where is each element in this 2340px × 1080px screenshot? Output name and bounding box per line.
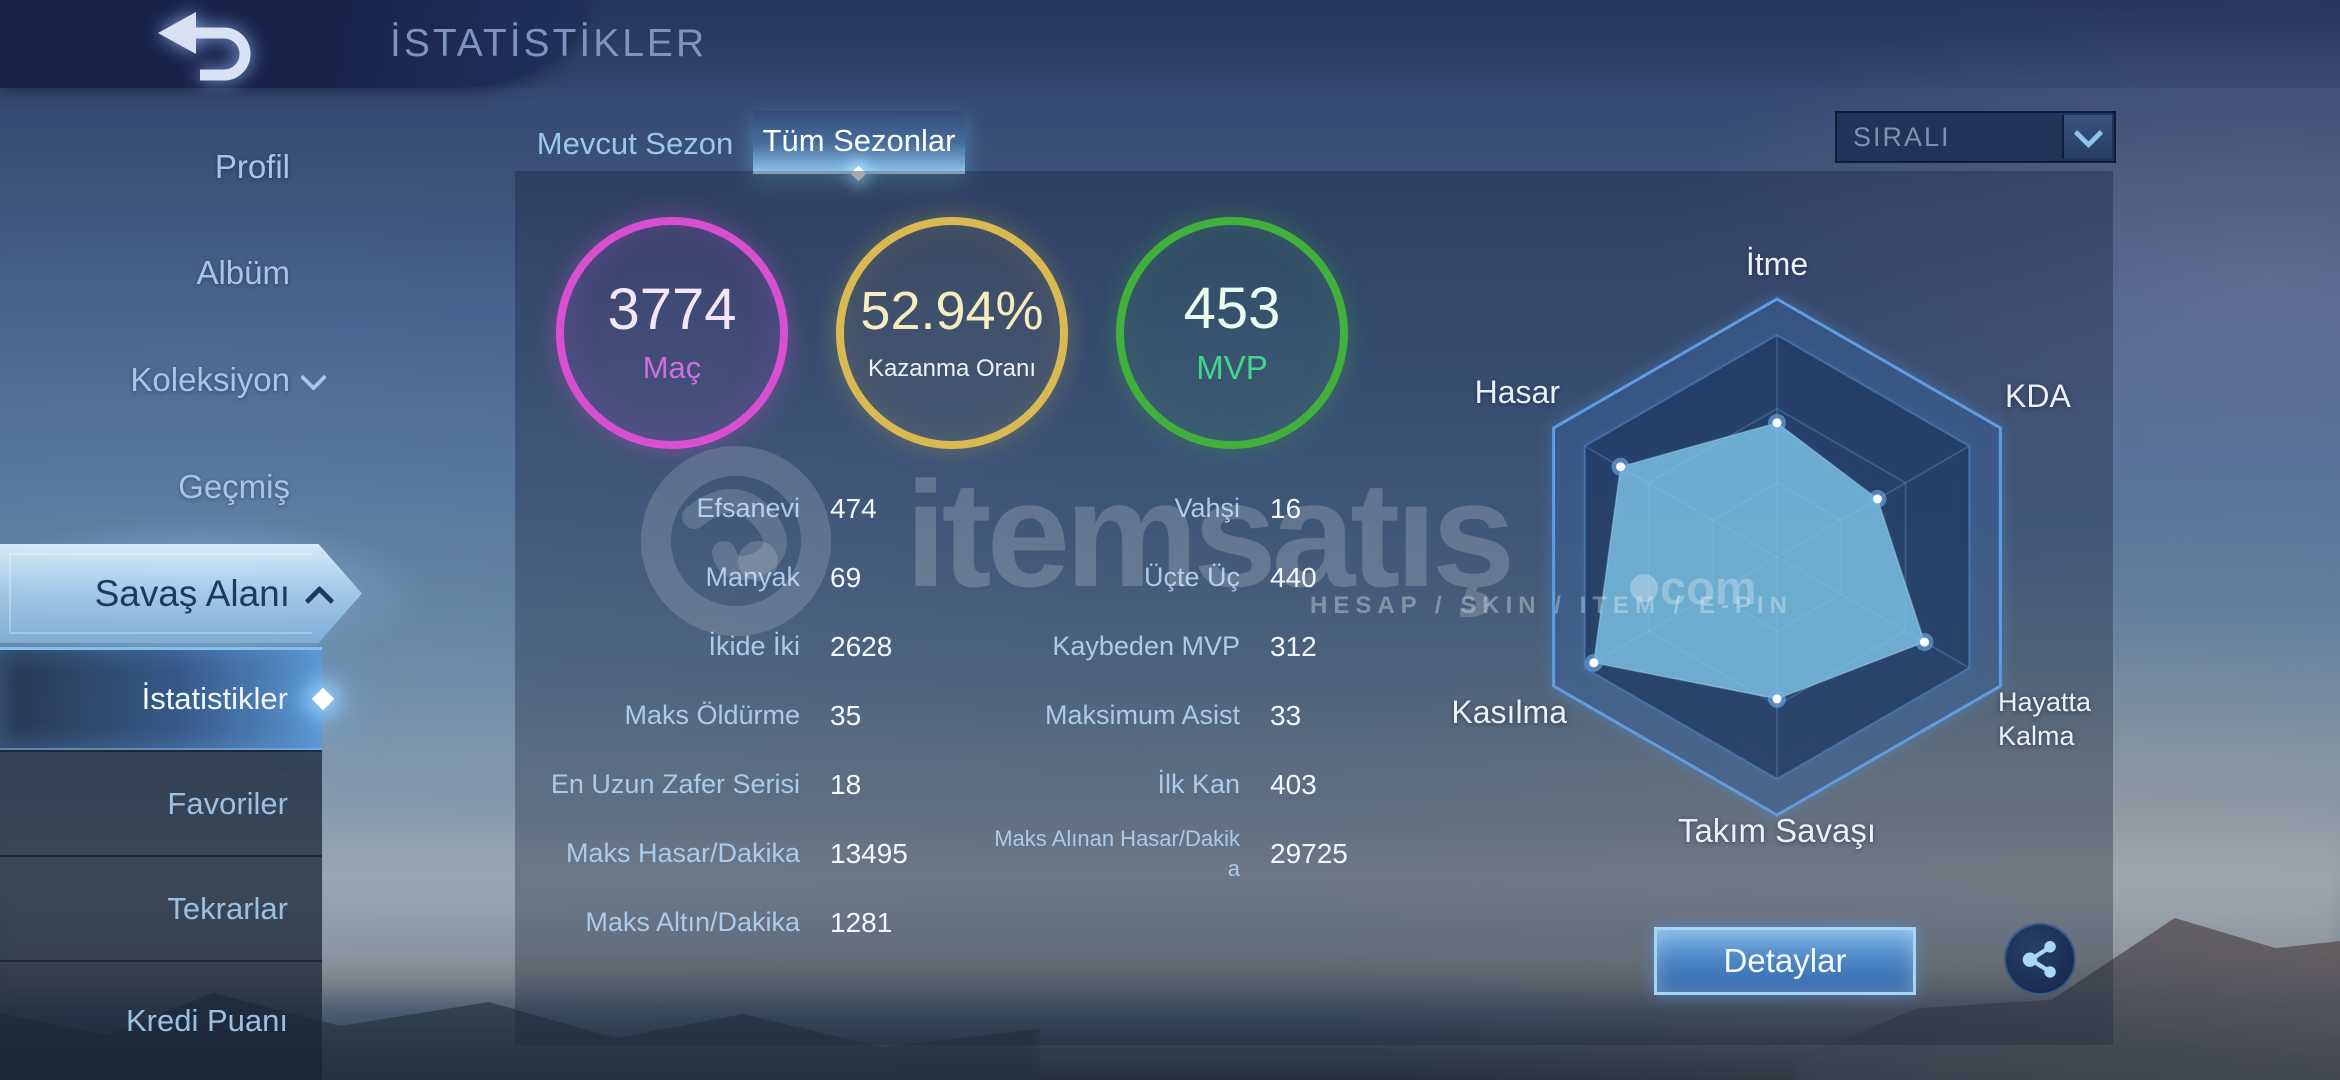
radar-axis-itme: İtme bbox=[1745, 246, 1809, 282]
mvp-circle: 453 MVP bbox=[1116, 217, 1348, 449]
sidebar-item-label: Geçmiş bbox=[178, 468, 290, 505]
winrate-label: Kazanma Oranı bbox=[867, 355, 1037, 383]
banner-inner-border bbox=[9, 553, 312, 634]
stat-row: Maks Alınan Hasar/Dakika 29725 bbox=[985, 819, 1348, 888]
stat-label: Manyak bbox=[705, 562, 800, 592]
sort-dropdown-value: SIRALI bbox=[1853, 121, 1951, 152]
stat-label: Üçte Üç bbox=[1143, 562, 1240, 592]
stat-row: Maks Hasar/Dakika 13495 bbox=[545, 819, 908, 888]
mvp-label: MVP bbox=[1196, 349, 1268, 387]
stat-row: Vahşi 16 bbox=[985, 474, 1348, 543]
stat-row: Üçte Üç 440 bbox=[985, 543, 1348, 612]
stat-row: En Uzun Zafer Serisi 18 bbox=[545, 750, 908, 819]
sidebar-submenu: İstatistikler Favoriler Tekrarlar Kredi … bbox=[0, 647, 335, 1080]
radar-axis-kasilma: Kasılma bbox=[1451, 694, 1567, 730]
stat-value: 440 bbox=[1270, 561, 1317, 593]
back-button[interactable] bbox=[142, 8, 288, 82]
sidebar-item-label: Savaş Alanı bbox=[94, 573, 290, 614]
sidebar-item-label: Profil bbox=[214, 148, 290, 185]
stat-label: Maks Alınan Hasar/Dakika bbox=[994, 825, 1240, 881]
sidebar-item-gecmis[interactable]: Geçmiş bbox=[0, 465, 330, 509]
radar-axis-takim-savasi: Takım Savaşı bbox=[1677, 812, 1877, 849]
chevron-down-icon bbox=[2073, 118, 2103, 148]
stat-row: Maksimum Asist 33 bbox=[985, 681, 1348, 750]
stat-label: Efsanevi bbox=[696, 493, 800, 523]
tab-tum-sezonlar[interactable]: Tüm Sezonlar bbox=[753, 111, 965, 182]
page-title: İSTATİSTİKLER bbox=[390, 22, 708, 65]
mvp-value: 453 bbox=[1183, 275, 1281, 341]
performance-radar-chart bbox=[1552, 297, 2002, 817]
stat-value: 2628 bbox=[830, 630, 893, 662]
header-back-plate bbox=[0, 0, 580, 88]
details-button[interactable]: Detaylar bbox=[1654, 927, 1916, 995]
matches-circle: 3774 Maç bbox=[556, 217, 788, 449]
background-haze bbox=[0, 800, 2340, 1010]
stat-row: İlk Kan 403 bbox=[985, 750, 1348, 819]
sidebar-item-koleksiyon[interactable]: Koleksiyon bbox=[0, 358, 330, 402]
stat-label: Kaybeden MVP bbox=[1052, 631, 1240, 661]
matches-value: 3774 bbox=[607, 276, 737, 342]
stat-value: 474 bbox=[830, 492, 877, 524]
share-button[interactable] bbox=[2004, 923, 2076, 995]
sort-dropdown[interactable]: SIRALI bbox=[1835, 111, 2116, 163]
sidebar-subitem-label: İstatistikler bbox=[141, 681, 288, 716]
sidebar-subitem-tekrarlar[interactable]: Tekrarlar bbox=[0, 855, 322, 960]
stat-row: Maks Altın/Dakika 1281 bbox=[545, 888, 908, 957]
sidebar-item-label: Koleksiyon bbox=[130, 361, 290, 398]
matches-label: Maç bbox=[642, 350, 702, 386]
stat-value: 29725 bbox=[1270, 837, 1348, 869]
stat-label: Maksimum Asist bbox=[1044, 700, 1240, 730]
stat-row: İkide İki 2628 bbox=[545, 612, 908, 681]
stat-value: 1281 bbox=[830, 906, 893, 938]
sidebar-subitem-kredi-puani[interactable]: Kredi Puanı bbox=[0, 960, 322, 1080]
stat-label: Maks Hasar/Dakika bbox=[565, 838, 800, 868]
sidebar-subitem-istatistikler[interactable]: İstatistikler bbox=[0, 647, 335, 750]
share-icon bbox=[2022, 941, 2056, 978]
stat-label: Vahşi bbox=[1174, 493, 1240, 523]
stat-value: 16 bbox=[1270, 492, 1302, 524]
dropdown-button[interactable] bbox=[2062, 115, 2112, 159]
stat-value: 13495 bbox=[830, 837, 908, 869]
stats-column-right: Vahşi 16 Üçte Üç 440 Kaybeden MVP 312 Ma… bbox=[985, 474, 1348, 888]
radar-axis-hayatta-kalma: Hayatta Kalma bbox=[1998, 687, 2092, 751]
stat-value: 312 bbox=[1270, 630, 1317, 662]
sidebar-subitem-favoriler[interactable]: Favoriler bbox=[0, 750, 322, 855]
stat-label: Maks Altın/Dakika bbox=[585, 907, 800, 937]
stat-label: İkide İki bbox=[708, 631, 800, 661]
stat-row: Maks Öldürme 35 bbox=[545, 681, 908, 750]
background-sunset-glow bbox=[0, 938, 2340, 1008]
stat-value: 69 bbox=[830, 561, 862, 593]
radar-axis-hasar: Hasar bbox=[1474, 374, 1560, 410]
stat-label: En Uzun Zafer Serisi bbox=[550, 769, 800, 799]
sidebar-subitem-label: Favoriler bbox=[167, 785, 288, 821]
sidebar-item-savas-alani[interactable]: Savaş Alanı bbox=[0, 544, 362, 643]
stat-row: Kaybeden MVP 312 bbox=[985, 612, 1348, 681]
tab-mevcut-sezon[interactable]: Mevcut Sezon bbox=[536, 126, 734, 161]
winrate-value: 52.94% bbox=[860, 280, 1044, 341]
sidebar-subitem-label: Tekrarlar bbox=[167, 890, 288, 926]
stat-value: 35 bbox=[830, 699, 862, 731]
stat-row: Efsanevi 474 bbox=[545, 474, 908, 543]
tab-label: Tüm Sezonlar bbox=[762, 123, 956, 158]
chevron-down-icon bbox=[300, 364, 327, 391]
stat-value: 33 bbox=[1270, 699, 1302, 731]
sidebar-item-profil[interactable]: Profil bbox=[0, 145, 330, 189]
sidebar-subitem-label: Kredi Puanı bbox=[126, 1003, 288, 1038]
stat-label: İlk Kan bbox=[1157, 769, 1240, 799]
stat-value: 403 bbox=[1270, 768, 1317, 800]
stat-row: Manyak 69 bbox=[545, 543, 908, 612]
sidebar-item-album[interactable]: Albüm bbox=[0, 251, 330, 295]
stat-label: Maks Öldürme bbox=[624, 700, 800, 730]
stat-value: 18 bbox=[830, 768, 862, 800]
radar-axis-kda: KDA bbox=[2005, 378, 2071, 414]
winrate-circle: 52.94% Kazanma Oranı bbox=[836, 217, 1068, 449]
sidebar-item-label: Albüm bbox=[196, 254, 290, 291]
stats-column-left: Efsanevi 474 Manyak 69 İkide İki 2628 Ma… bbox=[545, 474, 908, 957]
back-arrow-icon bbox=[158, 12, 251, 81]
